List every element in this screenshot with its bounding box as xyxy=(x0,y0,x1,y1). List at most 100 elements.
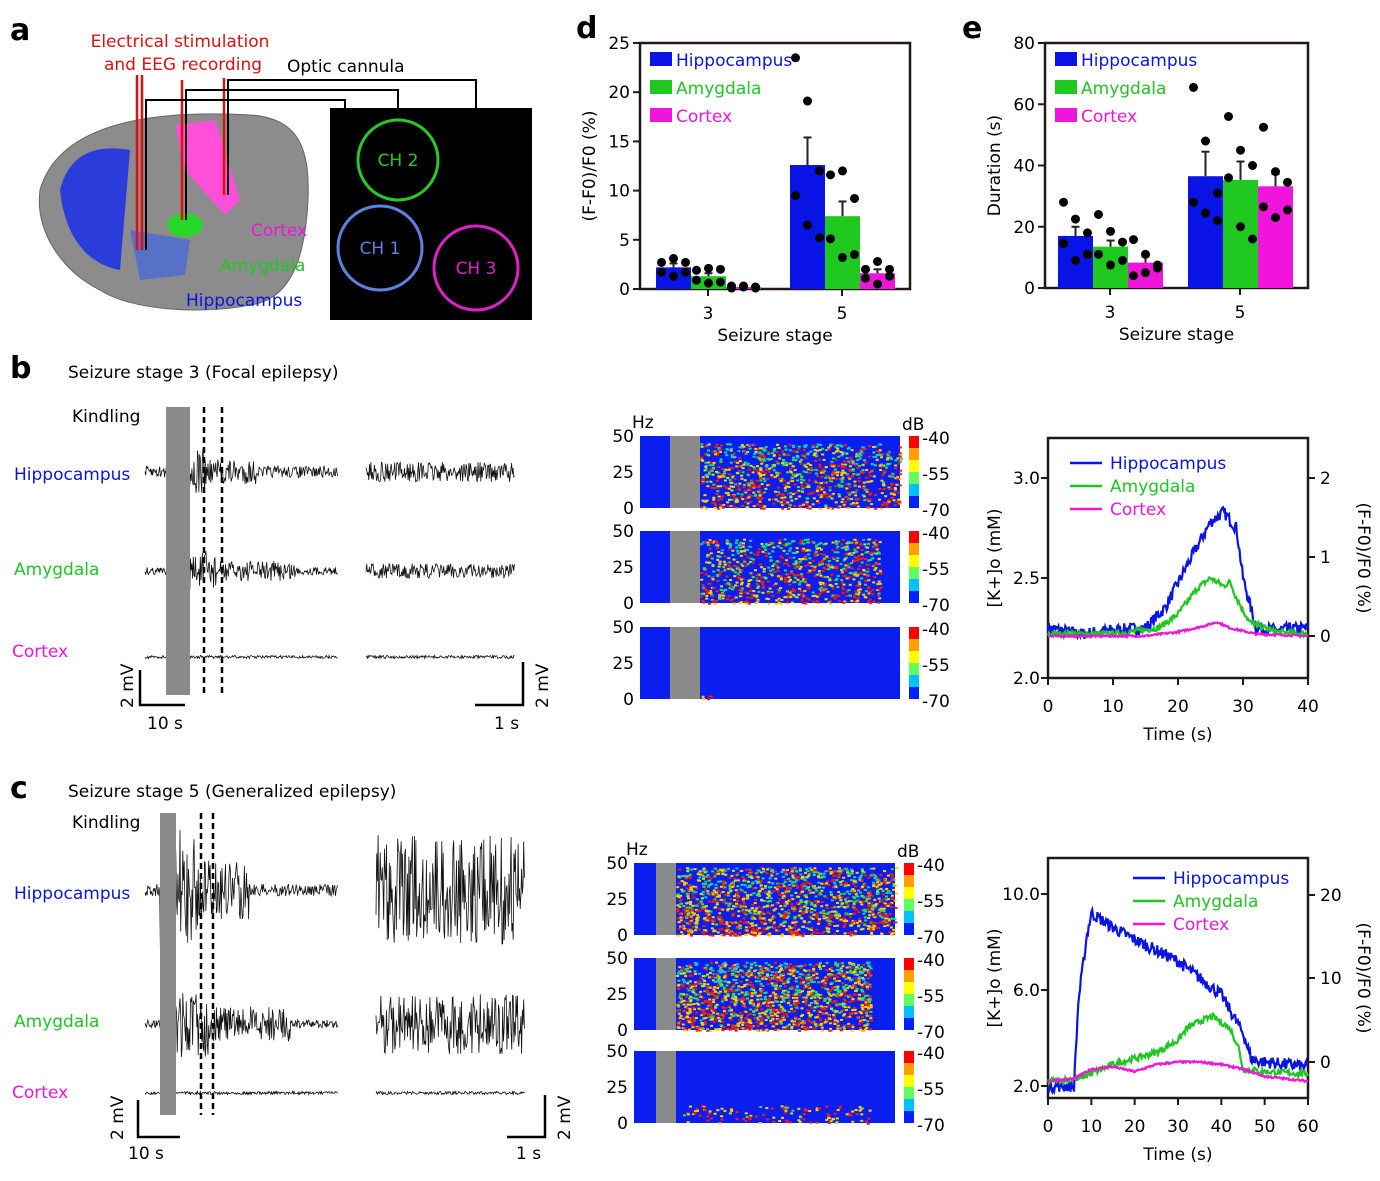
spectral-power xyxy=(852,880,856,883)
spectral-power xyxy=(845,542,849,545)
spectral-power xyxy=(862,1009,866,1012)
spectral-power xyxy=(686,1111,690,1114)
spectral-power xyxy=(816,999,820,1002)
spectral-power xyxy=(726,992,730,995)
spectral-power xyxy=(851,469,855,472)
spectral-power xyxy=(847,874,851,877)
spectral-power xyxy=(803,444,807,447)
spectral-power xyxy=(868,995,872,998)
spectral-power xyxy=(770,874,774,877)
spectral-power xyxy=(825,575,829,578)
spectral-power xyxy=(810,907,814,910)
spectral-power xyxy=(693,1112,697,1115)
spectral-power xyxy=(834,445,838,448)
spectral-power xyxy=(723,994,727,997)
spectral-power xyxy=(805,907,809,910)
spectral-power xyxy=(831,986,835,989)
spectral-power xyxy=(822,1011,826,1014)
spectral-power xyxy=(857,982,861,985)
spectral-power xyxy=(827,446,831,449)
spectral-power xyxy=(677,875,681,878)
spectral-power xyxy=(706,698,710,701)
spectral-power xyxy=(697,1025,701,1028)
spectral-power xyxy=(701,697,705,700)
spectral-power xyxy=(850,872,854,875)
spectral-power xyxy=(753,992,757,995)
spectral-power xyxy=(721,900,725,903)
spectral-power xyxy=(832,1013,836,1016)
spectral-power xyxy=(768,995,772,998)
spectral-power xyxy=(855,871,859,874)
spectral-power xyxy=(864,999,868,1002)
spectral-power xyxy=(810,934,814,937)
spectral-power xyxy=(783,445,787,448)
spectral-power xyxy=(751,882,755,885)
spectral-power xyxy=(830,966,834,969)
spectral-power xyxy=(861,927,865,930)
spectral-power xyxy=(709,1003,713,1006)
spectral-power xyxy=(742,964,746,967)
spectral-power xyxy=(886,452,890,455)
spectral-power xyxy=(758,494,762,497)
spectral-power xyxy=(701,996,705,999)
spectral-power xyxy=(745,1016,749,1019)
spectral-power xyxy=(867,587,871,590)
spectral-power xyxy=(852,900,856,903)
spectral-power xyxy=(732,1011,736,1014)
spectral-power xyxy=(767,867,771,870)
spectral-power xyxy=(766,477,770,480)
spectral-power xyxy=(800,884,804,887)
spectral-power xyxy=(867,961,871,964)
spectral-power xyxy=(837,913,841,916)
spectral-power xyxy=(777,491,781,494)
spectral-power xyxy=(807,873,811,876)
spectral-power xyxy=(732,984,736,987)
spectral-power xyxy=(726,990,730,993)
spectral-power xyxy=(779,923,783,926)
spectral-power xyxy=(746,933,750,936)
spectral-power xyxy=(864,889,868,892)
spectral-power xyxy=(842,601,846,604)
spectral-power xyxy=(785,928,789,931)
spectral-power xyxy=(806,571,810,574)
spectral-power xyxy=(749,963,753,966)
spectral-power xyxy=(815,547,819,550)
spectral-power xyxy=(731,994,735,997)
spectral-power xyxy=(889,458,893,461)
spectral-power xyxy=(794,491,798,494)
spectral-power xyxy=(825,474,829,477)
spectral-power xyxy=(790,593,794,596)
spectral-power xyxy=(767,602,771,605)
x-tick-label: 40 xyxy=(1297,697,1319,717)
spectral-power xyxy=(795,870,799,873)
spectral-power xyxy=(751,992,755,995)
spectral-power xyxy=(752,887,756,890)
spectral-power xyxy=(694,925,698,928)
spectral-power xyxy=(815,1107,819,1110)
spectral-power xyxy=(699,995,703,998)
spectral-power xyxy=(798,560,802,563)
spectral-power xyxy=(730,1013,734,1016)
spectral-power xyxy=(751,561,755,564)
spectral-power xyxy=(747,602,751,605)
spectral-power xyxy=(809,450,813,453)
spectral-power xyxy=(701,584,705,587)
colorbar-segment xyxy=(904,911,914,923)
spectral-power xyxy=(782,1026,786,1029)
spectral-power xyxy=(800,575,804,578)
spectral-power xyxy=(756,586,760,589)
spectral-power xyxy=(812,913,816,916)
spectral-power xyxy=(740,444,744,447)
spectral-power xyxy=(827,973,831,976)
spectral-power xyxy=(759,479,763,482)
colorbar-segment xyxy=(909,460,919,472)
spectral-power xyxy=(772,923,776,926)
spectral-power xyxy=(723,965,727,968)
spectral-power xyxy=(839,1028,843,1031)
spectral-power xyxy=(826,997,830,1000)
spectral-power xyxy=(853,547,857,550)
spectral-power xyxy=(777,912,781,915)
spectral-power xyxy=(890,896,894,899)
spectral-power xyxy=(707,916,711,919)
spectral-power xyxy=(740,1000,744,1003)
